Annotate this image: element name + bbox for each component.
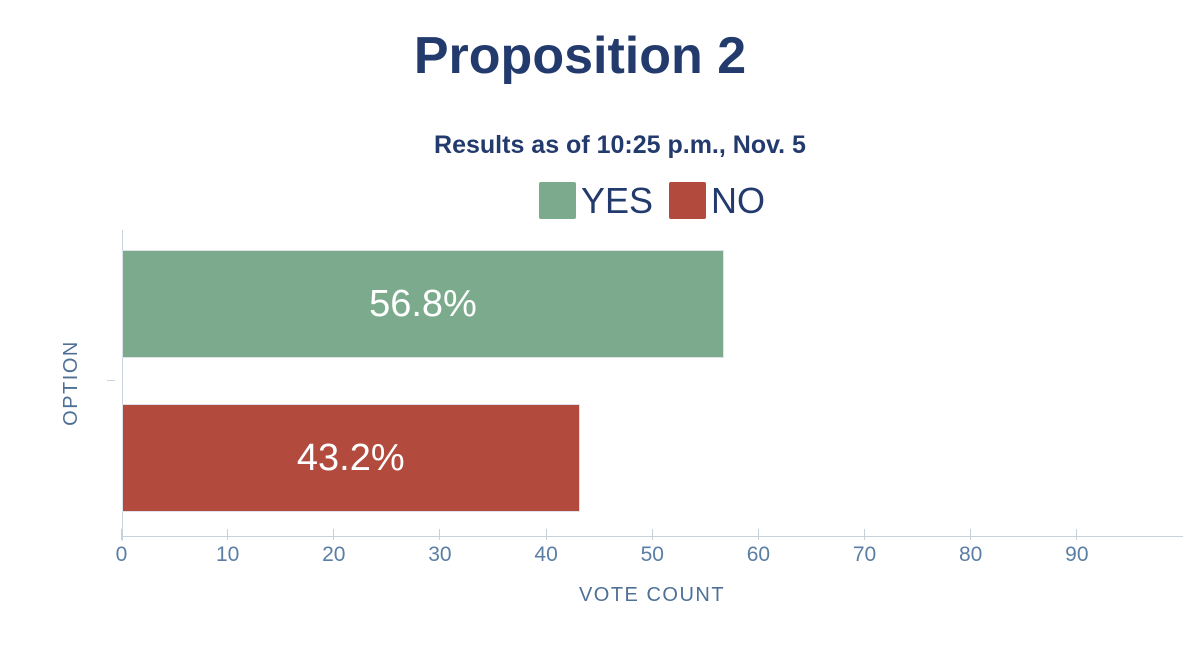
x-axis-tick-label-0: 0 [115,543,128,566]
x-axis-tick-label-50: 50 [640,543,664,566]
y-axis-tick [106,380,115,381]
legend-swatch-no [669,182,707,219]
x-axis-tick-label-20: 20 [322,543,346,566]
x-axis-title: VOTE COUNT [578,584,726,606]
x-axis-tick-label-70: 70 [852,543,877,566]
x-axis-tick-label-60: 60 [746,543,771,566]
x-axis-tick-80 [970,529,972,540]
legend-label-yes: YES [580,180,654,221]
x-axis-tick-0 [121,529,122,540]
legend-swatch-yes [538,182,576,219]
chart-title: Proposition 2 [413,27,747,85]
bar-yes: 56.8% [121,250,725,358]
x-axis-tick-10 [227,529,229,540]
bar-value-label-yes: 56.8% [369,282,477,325]
x-axis-tick-40 [545,529,547,540]
y-axis-title: OPTION [60,340,82,426]
x-axis-tick-70 [864,529,866,540]
x-axis-tick-label-10: 10 [215,543,240,566]
legend-entry-yes: YES [538,180,654,221]
x-axis-tick-30 [439,529,441,540]
bar-value-label-no: 43.2% [296,436,405,479]
legend-entry-no: NO [669,182,765,219]
bar-no: 43.2% [121,404,581,512]
x-axis-tick-60 [757,529,759,540]
y-axis-line [121,230,123,541]
x-axis-tick-20 [333,529,335,540]
legend-label-no: NO [711,180,766,221]
x-axis-tick-label-90: 90 [1065,543,1089,566]
x-axis-tick-label-80: 80 [959,543,983,566]
chart-subtitle: Results as of 10:25 p.m., Nov. 5 [434,131,806,159]
x-axis-tick-50 [651,529,653,540]
x-axis-tick-label-40: 40 [534,543,558,566]
x-axis-tick-label-30: 30 [428,543,452,566]
chart-legend: YES NO [104,182,1200,219]
x-axis-tick-90 [1076,529,1078,540]
